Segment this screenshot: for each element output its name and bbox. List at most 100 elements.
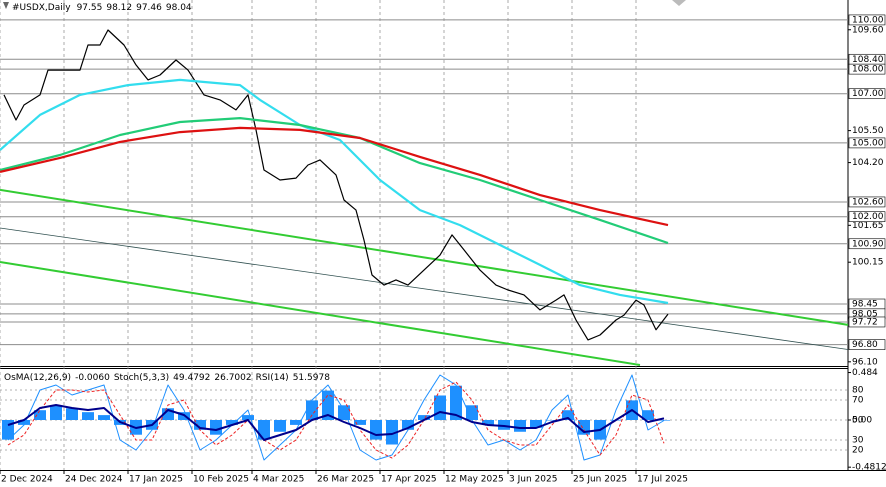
osma-bar: [354, 420, 366, 425]
level-label-box: [848, 196, 886, 208]
y2-tick-label: -0.4812: [852, 463, 886, 473]
osma-bar: [98, 415, 110, 420]
x-tick-label: 4 Mar 2025: [253, 475, 304, 485]
series-line: [7, 404, 665, 441]
osma-bar: [162, 408, 174, 420]
y-tick-label: 109.60: [852, 25, 884, 35]
trend-line: [0, 227, 849, 350]
x-tick-label: 24 Dec 2024: [65, 475, 123, 485]
x-tick-label: 25 Jun 2025: [573, 475, 627, 485]
osma-value: -0.0060: [75, 373, 110, 383]
osma-bar: [290, 420, 302, 425]
x-tick-label: 12 May 2025: [445, 475, 504, 485]
osma-bar: [370, 420, 382, 440]
rsi-name: RSI(14): [256, 373, 289, 383]
level-label: 107.00: [852, 89, 884, 99]
osma-bar: [50, 405, 62, 420]
osma-bar: [258, 420, 270, 440]
scroll-marker: [672, 0, 686, 6]
osma-bar: [466, 405, 478, 420]
osma-bar: [562, 410, 574, 420]
osma-bar: [34, 410, 46, 420]
level-label: 108.00: [852, 65, 884, 75]
y-tick-label: 101.65: [852, 221, 884, 231]
series-line: [7, 381, 665, 459]
indicator-readout: OsMA(12,26,9) -0.0060 Stoch(5,3,3) 49.4792 2…: [4, 373, 330, 383]
level-label-box: [848, 339, 886, 350]
x-tick-label: 17 Apr 2025: [381, 475, 437, 485]
series-line: [0, 116, 669, 245]
osma-bar: [498, 420, 510, 430]
symbol-icon: [3, 2, 9, 9]
level-label-box: [848, 316, 886, 328]
level-label: 100.90: [852, 239, 884, 249]
osma-bar: [226, 420, 238, 425]
level-label-box: [848, 137, 886, 149]
osma-bar: [18, 420, 30, 425]
x-tick-label: 17 Jul 2025: [637, 475, 688, 485]
osma-bar: [194, 420, 206, 430]
osma-bar: [306, 400, 318, 420]
osma-bar: [210, 420, 222, 435]
rsi-value: 51.5978: [293, 373, 330, 383]
level-label: 96.80: [852, 340, 878, 350]
ohlc-close: 98.04: [166, 3, 192, 13]
y-tick-label: 96.10: [852, 357, 878, 367]
level-label: 102.00: [852, 212, 884, 222]
level-label-box: [848, 63, 886, 75]
level-label-box: [848, 88, 886, 100]
level-label: 98.45: [852, 300, 878, 310]
osma-bar: [66, 408, 78, 420]
osma-bar: [322, 390, 334, 420]
stoch-signal: 26.7002: [214, 373, 251, 383]
osma-bar: [482, 420, 494, 425]
level-label: 102.60: [852, 197, 884, 207]
trend-line: [0, 188, 849, 326]
level-label: 97.72: [852, 317, 878, 327]
y-tick-label: 50: [852, 416, 864, 426]
y2-tick-label: 0.00: [852, 416, 872, 426]
level-label: 105.00: [852, 138, 884, 148]
ohlc-open: 97.55: [77, 3, 103, 13]
stoch-name: Stoch(5,3,3): [114, 373, 169, 383]
y-tick-label: 70: [852, 396, 864, 406]
osma-bar: [434, 395, 446, 420]
ohlc-high: 98.12: [106, 3, 132, 13]
osma-bar: [450, 385, 462, 420]
y2-tick-label: 0.484: [852, 368, 878, 378]
osma-bar: [642, 410, 654, 420]
osma-bar: [82, 412, 94, 420]
osma-bar: [386, 420, 398, 445]
level-label: 98.05: [852, 309, 878, 319]
osma-bar: [546, 420, 558, 421]
level-label-box: [848, 238, 886, 250]
trend-line: [0, 260, 641, 367]
level-label-box: [848, 14, 886, 26]
symbol: #USDX,Daily: [12, 3, 71, 13]
osma-name: OsMA(12,26,9): [4, 373, 71, 383]
x-tick-label: 2 Dec 2024: [1, 475, 53, 485]
x-tick-label: 17 Jan 2025: [129, 475, 183, 485]
level-label: 108.40: [852, 55, 884, 65]
x-tick-label: 3 Jun 2025: [509, 475, 557, 485]
y-tick-label: 20: [852, 446, 864, 456]
y-tick-label: 30: [852, 436, 864, 446]
osma-bar: [274, 420, 286, 432]
y-tick-label: 104.20: [852, 158, 884, 168]
ohlc-low: 97.46: [136, 3, 162, 13]
y-tick-label: 80: [852, 386, 864, 396]
osma-bar: [658, 420, 670, 421]
osma-bar: [402, 420, 414, 430]
series-line: [0, 78, 669, 305]
series-line: [0, 126, 669, 227]
stoch-main: 49.4792: [173, 373, 210, 383]
osma-bar: [242, 415, 254, 420]
osma-bar: [530, 420, 542, 428]
x-tick-label: 10 Feb 2025: [193, 475, 249, 485]
osma-bar: [338, 405, 350, 420]
level-label-box: [848, 211, 886, 222]
series-line: [3, 29, 669, 341]
x-tick-label: 26 Mar 2025: [317, 475, 374, 485]
